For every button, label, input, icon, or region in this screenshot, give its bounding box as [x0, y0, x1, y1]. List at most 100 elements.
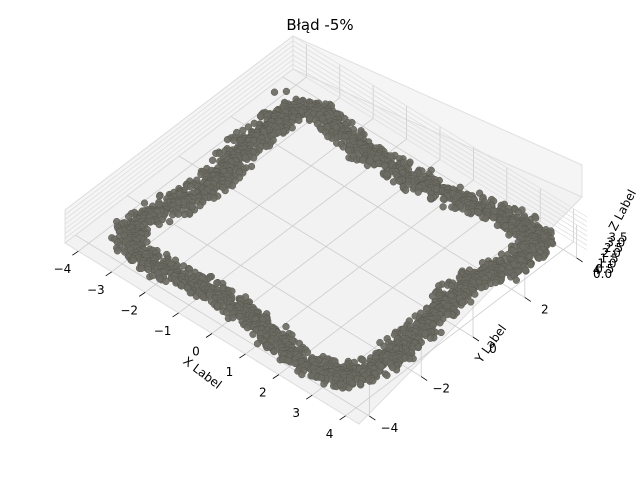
data-point: [229, 314, 237, 322]
x-tick-label: 1: [226, 365, 234, 379]
data-point: [239, 126, 247, 135]
data-point: [243, 324, 252, 332]
chart-title: Błąd -5%: [286, 16, 353, 34]
data-point: [512, 276, 520, 284]
data-point: [377, 362, 385, 370]
data-point: [216, 150, 224, 158]
data-point: [113, 247, 122, 255]
data-point: [527, 261, 535, 269]
data-point: [489, 214, 498, 222]
x-tick-mark: [72, 250, 79, 256]
data-point: [174, 210, 182, 218]
data-point: [456, 183, 464, 191]
x-tick-label: −2: [120, 303, 138, 317]
data-point: [356, 380, 365, 388]
data-point: [155, 220, 163, 229]
data-points: [108, 87, 557, 392]
data-point: [282, 322, 290, 331]
data-point: [395, 177, 403, 185]
data-point: [270, 88, 279, 96]
data-point: [474, 208, 482, 216]
data-point: [337, 380, 345, 389]
z-grid-line: [64, 63, 588, 246]
data-point: [256, 112, 265, 120]
data-point: [493, 221, 502, 230]
data-point: [383, 371, 391, 379]
data-point: [223, 135, 232, 144]
y-tick-mark: [472, 336, 480, 342]
data-point: [471, 290, 479, 298]
data-point: [436, 319, 444, 327]
data-point: [366, 157, 374, 165]
data-point: [144, 265, 152, 274]
data-point: [270, 347, 278, 356]
data-point: [317, 374, 326, 382]
data-point: [282, 87, 291, 96]
x-tick-label: 4: [326, 427, 334, 441]
z-axis-label: Z Label: [606, 187, 639, 233]
z-grid-line: [64, 68, 588, 251]
data-point: [180, 210, 189, 219]
data-point: [369, 377, 377, 385]
data-point: [492, 278, 500, 287]
data-point: [155, 192, 164, 200]
data-point: [230, 136, 238, 145]
data-point: [213, 302, 222, 310]
data-point: [188, 202, 197, 211]
y-tick-mark: [576, 257, 583, 263]
data-point: [481, 214, 490, 223]
y-tick-mark: [369, 415, 376, 421]
x-tick-mark: [306, 394, 313, 400]
data-point: [295, 116, 303, 124]
x-tick-mark: [172, 312, 179, 318]
data-point: [129, 256, 137, 264]
data-point: [291, 359, 299, 367]
data-point: [156, 275, 164, 283]
y-tick-label: 2: [541, 303, 549, 317]
data-point: [137, 264, 146, 273]
z-grid-line: [64, 49, 588, 232]
data-point: [210, 194, 218, 202]
data-point: [187, 183, 195, 191]
data-point: [228, 182, 237, 190]
x-tick-mark: [105, 271, 112, 277]
y-axis-label: Y Label: [472, 322, 510, 366]
data-point: [324, 132, 332, 141]
data-point: [345, 146, 353, 155]
data-point: [241, 153, 249, 162]
data-point: [262, 142, 270, 151]
data-point: [447, 282, 456, 290]
data-point: [505, 231, 513, 239]
x-tick-mark: [339, 415, 346, 421]
data-point: [374, 159, 383, 168]
data-point: [467, 298, 475, 306]
x-tick-mark: [239, 353, 246, 359]
data-point: [458, 298, 466, 306]
x-tick-label: −4: [54, 262, 72, 276]
data-point: [383, 170, 391, 178]
data-point: [249, 330, 257, 338]
x-tick-label: −1: [154, 324, 172, 338]
data-point: [401, 186, 410, 194]
data-point: [208, 156, 217, 164]
x-tick-label: −3: [87, 283, 105, 297]
x-tick-mark: [138, 292, 146, 297]
data-point: [532, 214, 540, 222]
data-point: [426, 194, 435, 202]
data-point: [320, 380, 328, 388]
x-axis-label: X Label: [180, 354, 224, 392]
data-point: [535, 254, 543, 262]
data-point: [387, 152, 395, 160]
z-grid-line: [64, 59, 588, 241]
data-point: [521, 266, 530, 274]
data-point: [464, 208, 472, 217]
data-point: [186, 289, 194, 297]
data-point: [345, 384, 353, 392]
data-point: [426, 334, 435, 342]
data-point: [421, 329, 429, 338]
data-point: [439, 203, 447, 211]
data-point: [140, 199, 149, 207]
z-grid-line: [64, 35, 588, 218]
x-tick-label: 3: [292, 406, 300, 420]
z-tick-labels: 0.00.51.01.52.02.53.03.5: [593, 231, 627, 282]
